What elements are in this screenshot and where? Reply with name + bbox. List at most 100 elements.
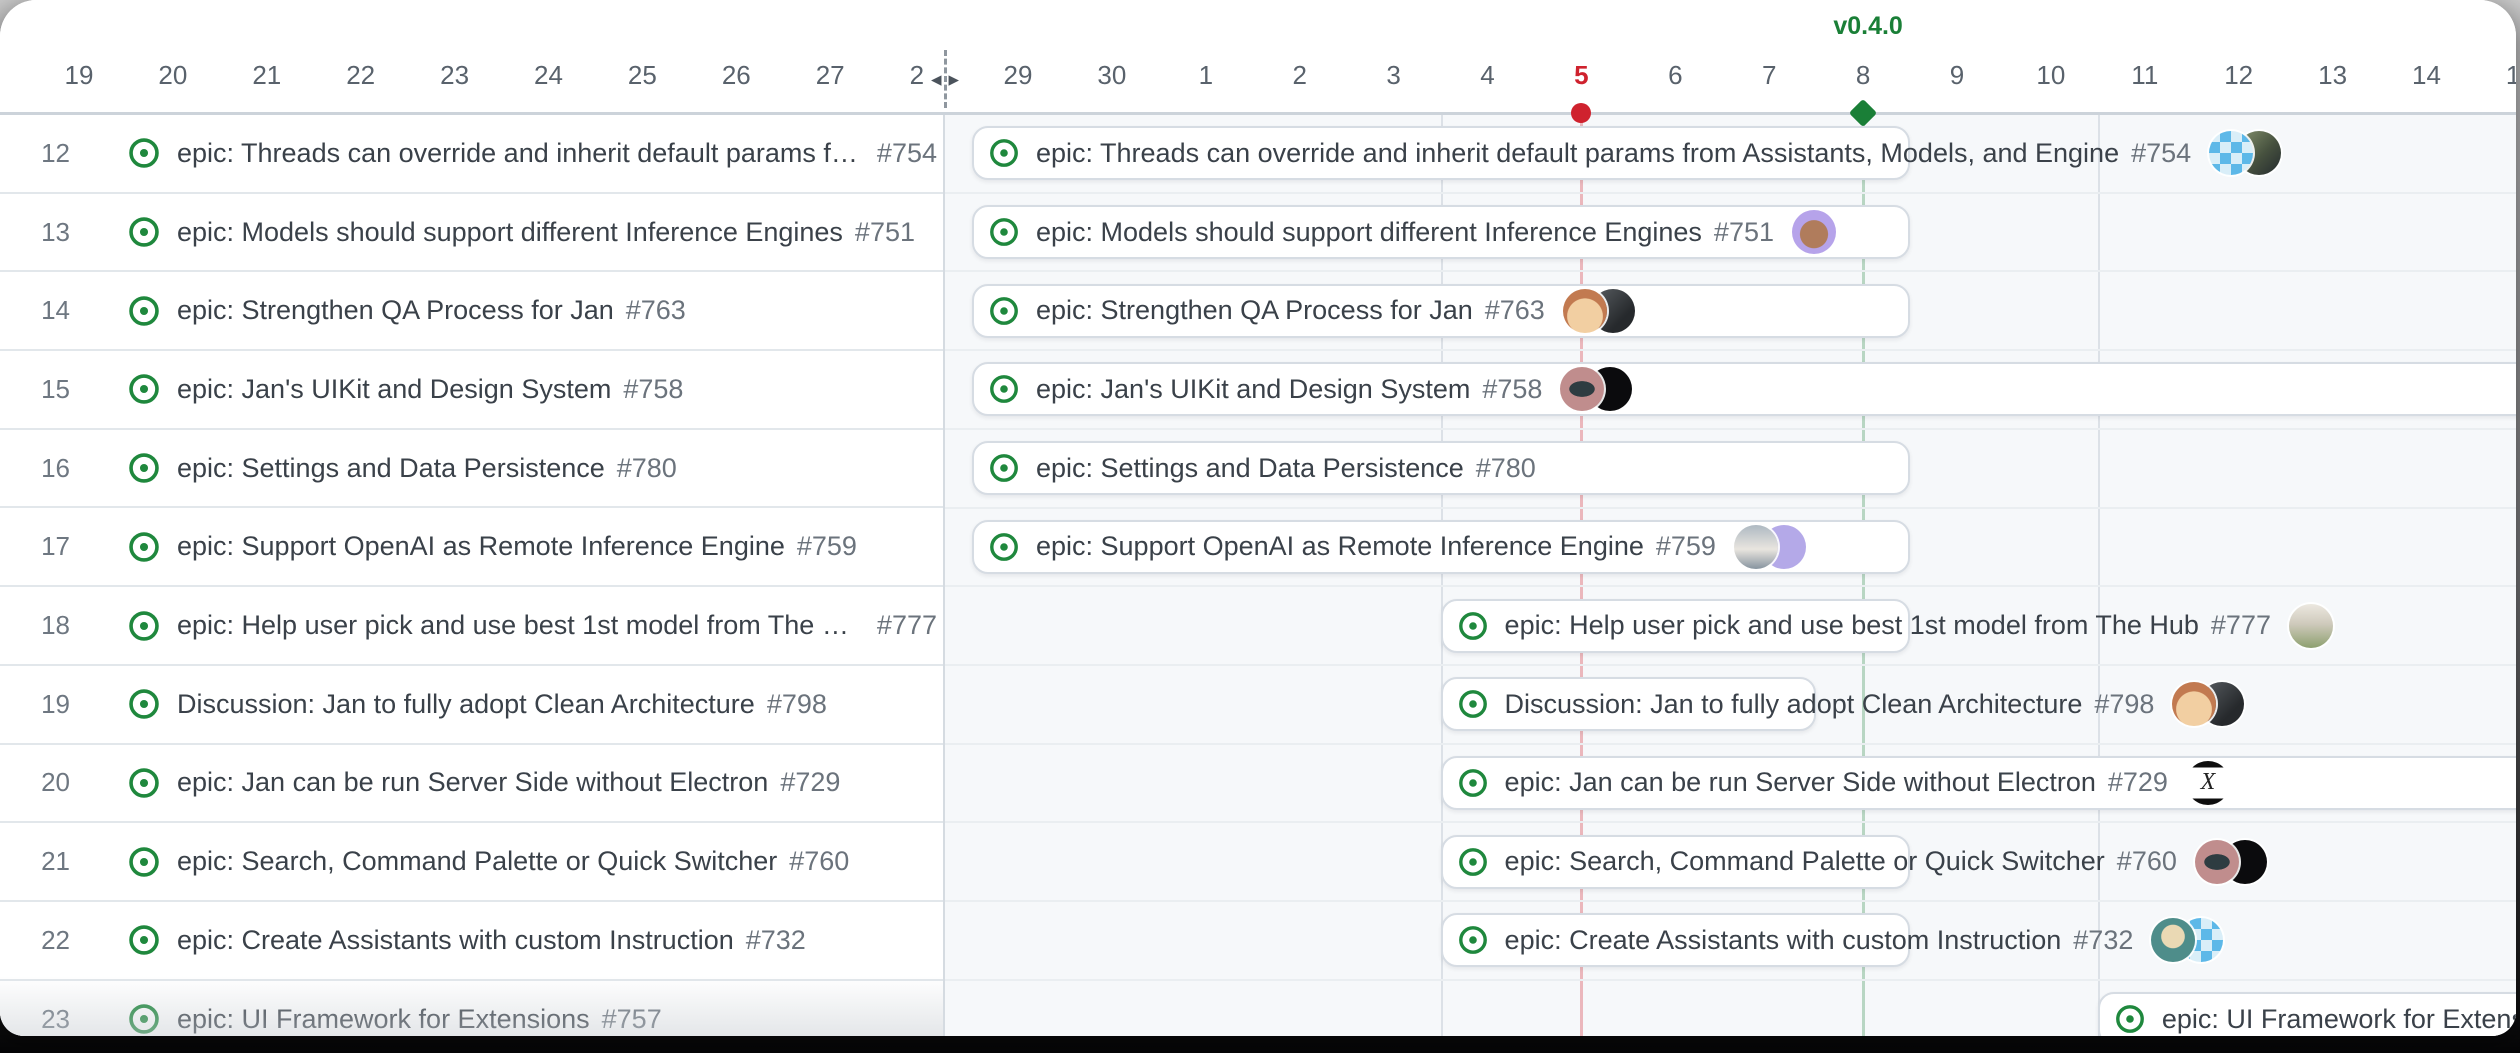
- day-label: 26: [721, 60, 751, 90]
- timeline-row-separator: [945, 585, 2516, 588]
- table-row[interactable]: 14 epic: Strengthen QA Process for Jan #76…: [0, 272, 943, 352]
- day-label: 1: [1198, 60, 1214, 90]
- table-row[interactable]: 13 epic: Models should support different …: [0, 193, 943, 273]
- issue-title[interactable]: epic: Search, Command Palette or Quick S…: [177, 846, 778, 877]
- timeline-pane: [945, 115, 2516, 1036]
- issue-number: #780: [616, 452, 677, 483]
- issue-open-icon: [127, 372, 161, 406]
- day-label: 7: [1761, 60, 1777, 90]
- issue-number: #777: [876, 610, 937, 641]
- issue-title[interactable]: epic: Help user pick and use best 1st mo…: [177, 610, 865, 641]
- issue-title[interactable]: epic: Support OpenAI as Remote Inference…: [177, 531, 785, 562]
- issue-title[interactable]: Discussion: Jan to fully adopt Clean Arc…: [177, 688, 755, 719]
- issue-number: #757: [601, 1003, 662, 1034]
- issue-title-wrap: epic: Settings and Data Persistence #780: [177, 453, 677, 484]
- issue-title-wrap: epic: Jan can be run Server Side without…: [177, 767, 840, 798]
- table-row[interactable]: 23 epic: UI Framework for Extensions #757: [0, 980, 943, 1036]
- table-row[interactable]: 16 epic: Settings and Data Persistence #78…: [0, 429, 943, 509]
- issue-title[interactable]: epic: Jan's UIKit and Design System: [177, 373, 612, 404]
- resize-handle-dashed-line: [943, 50, 947, 108]
- issue-number: #751: [854, 216, 915, 247]
- day-label: 13: [2318, 60, 2348, 90]
- issue-title[interactable]: epic: Strengthen QA Process for Jan: [177, 295, 614, 326]
- row-number: 14: [41, 295, 70, 326]
- day-label: 14: [2412, 60, 2441, 90]
- issue-title-wrap: Discussion: Jan to fully adopt Clean Arc…: [177, 689, 827, 720]
- issue-title[interactable]: epic: UI Framework for Extensions: [177, 1003, 590, 1034]
- table-row[interactable]: 18 epic: Help user pick and use best 1st …: [0, 587, 943, 666]
- issue-title-wrap: epic: Jan's UIKit and Design System #758: [177, 374, 683, 405]
- day-label: 30: [1097, 60, 1127, 90]
- timeline-row-separator: [945, 742, 2516, 745]
- row-number: 23: [41, 1003, 70, 1034]
- day-label: 21: [252, 60, 282, 90]
- issue-title-wrap: epic: UI Framework for Extensions #757: [177, 1004, 662, 1035]
- day-label: 15: [2505, 60, 2516, 90]
- issue-open-icon: [127, 1002, 161, 1036]
- issues-table: 12 epic: Threads can override and inherit…: [0, 115, 945, 1036]
- table-row[interactable]: 20 epic: Jan can be run Server Side witho…: [0, 744, 943, 824]
- day-label: 4: [1480, 60, 1495, 90]
- issue-open-icon: [127, 136, 161, 170]
- issue-open-icon: [127, 215, 161, 249]
- issue-title-wrap: epic: Support OpenAI as Remote Inference…: [177, 531, 857, 562]
- timeline-row-separator: [945, 349, 2516, 352]
- table-row[interactable]: 17 epic: Support OpenAI as Remote Inferen…: [0, 508, 943, 588]
- table-row[interactable]: 15 epic: Jan's UIKit and Design System #75…: [0, 351, 943, 430]
- issue-title-wrap: epic: Help user pick and use best 1st mo…: [177, 610, 937, 641]
- row-number: 19: [41, 688, 70, 719]
- issue-open-icon: [127, 609, 161, 643]
- day-label: 20: [158, 60, 188, 90]
- resize-right-arrow-icon: ▸: [948, 67, 960, 91]
- issue-open-icon: [127, 766, 161, 800]
- day-label: 24: [534, 60, 563, 90]
- table-row[interactable]: 21 epic: Search, Command Palette or Quick…: [0, 823, 943, 902]
- timeline-row-separator: [945, 663, 2516, 666]
- week-gridline: [2097, 115, 2100, 1036]
- table-row[interactable]: 12 epic: Threads can override and inherit…: [0, 115, 943, 194]
- issue-title[interactable]: epic: Create Assistants with custom Inst…: [177, 924, 734, 955]
- issue-open-icon: [127, 294, 161, 328]
- issue-open-icon: [127, 687, 161, 721]
- timeline-row-separator: [945, 506, 2516, 509]
- issue-number: #798: [766, 688, 827, 719]
- issue-title-wrap: epic: Create Assistants with custom Inst…: [177, 925, 806, 956]
- issue-title[interactable]: epic: Threads can override and inherit d…: [177, 137, 865, 168]
- issue-open-icon: [127, 530, 161, 564]
- issue-title[interactable]: epic: Settings and Data Persistence: [177, 452, 605, 483]
- issue-title-wrap: epic: Strengthen QA Process for Jan #763: [177, 295, 686, 326]
- timeline-date-header: 1920212223242526272829301234567891011121…: [0, 0, 2516, 128]
- issue-number: #729: [780, 767, 841, 798]
- milestone-label: v0.4.0: [1833, 12, 1903, 40]
- row-number: 22: [41, 924, 70, 955]
- issue-title[interactable]: epic: Jan can be run Server Side without…: [177, 767, 769, 798]
- timeline-row-separator: [945, 191, 2516, 194]
- today-marker-dot: [1571, 103, 1592, 123]
- timeline-row-separator: [945, 270, 2516, 273]
- table-row[interactable]: 19 Discussion: Jan to fully adopt Clean A…: [0, 665, 943, 745]
- row-number: 12: [41, 137, 70, 168]
- issue-number: #754: [876, 137, 937, 168]
- day-label: 27: [815, 60, 845, 90]
- day-label: 10: [2036, 60, 2066, 90]
- day-label: 23: [440, 60, 470, 90]
- day-label: 9: [1949, 60, 1965, 90]
- row-number: 18: [41, 610, 70, 641]
- row-number: 15: [41, 373, 70, 404]
- milestone-line: [1862, 115, 1866, 1036]
- issue-open-icon: [127, 923, 161, 957]
- day-label: 19: [64, 60, 94, 90]
- column-resize-handle[interactable]: ◂ ▸: [923, 46, 967, 112]
- day-label: 2: [1292, 60, 1307, 90]
- day-label: 8: [1855, 60, 1871, 90]
- issue-number: #758: [623, 373, 684, 404]
- day-label: 5: [1574, 60, 1589, 90]
- issue-number: #763: [625, 295, 686, 326]
- row-number: 17: [41, 531, 70, 562]
- day-label: 11: [2131, 60, 2159, 90]
- issue-title[interactable]: epic: Models should support different In…: [177, 216, 843, 247]
- resize-left-arrow-icon: ◂: [930, 67, 942, 91]
- issue-number: #760: [789, 846, 850, 877]
- table-row[interactable]: 22 epic: Create Assistants with custom In…: [0, 902, 943, 981]
